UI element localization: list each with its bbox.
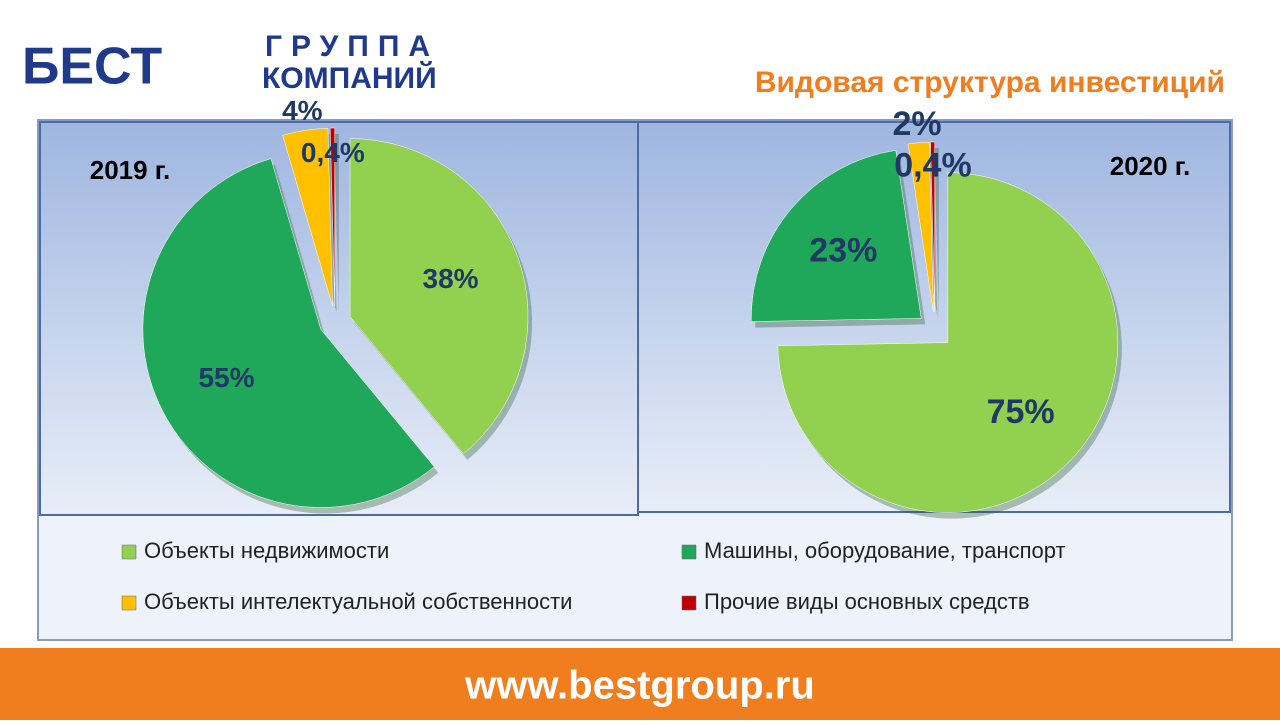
chart-title: 2019 г. <box>90 155 171 185</box>
value-label: 0,4% <box>894 146 972 184</box>
pie-slice-shadow <box>934 148 939 319</box>
value-label: 0,4% <box>301 137 365 168</box>
pie-slice <box>930 141 936 313</box>
pie-slice-shadow <box>334 134 339 313</box>
value-label: 55% <box>198 362 254 393</box>
chart-title: 2020 г. <box>1110 151 1191 181</box>
value-label: 38% <box>423 263 479 294</box>
legend-label: Машины, оборудование, транспорт <box>704 538 1066 563</box>
logo-sub: КОМПАНИЙ <box>262 61 437 95</box>
logo-sub: ГРУППА <box>265 30 439 63</box>
legend-swatch <box>121 544 137 560</box>
legend-swatch <box>681 544 697 560</box>
footer-url: www.bestgroup.ru <box>464 664 815 708</box>
pie-slice <box>751 150 922 322</box>
value-label: 75% <box>987 393 1055 431</box>
value-label: 4% <box>282 95 323 126</box>
pie-slice <box>777 172 1119 513</box>
pie-slice <box>282 127 333 307</box>
value-label: 2% <box>892 105 941 143</box>
slide-title: Видовая структура инвестиций <box>755 66 1225 99</box>
value-label: 23% <box>809 232 877 270</box>
legend-label: Объекты интелектуальной собственности <box>144 589 572 614</box>
legend-label: Прочие виды основных средств <box>704 589 1030 614</box>
legend-swatch <box>121 595 137 611</box>
legend-label: Объекты недвижимости <box>144 538 389 563</box>
pie-slice <box>907 141 934 313</box>
pie-slice <box>329 127 336 307</box>
logo: БЕСТ <box>22 38 162 96</box>
legend-swatch <box>681 595 697 611</box>
footer-bar <box>0 648 1280 720</box>
pie-slice <box>349 138 529 455</box>
pie-slice <box>142 158 435 508</box>
